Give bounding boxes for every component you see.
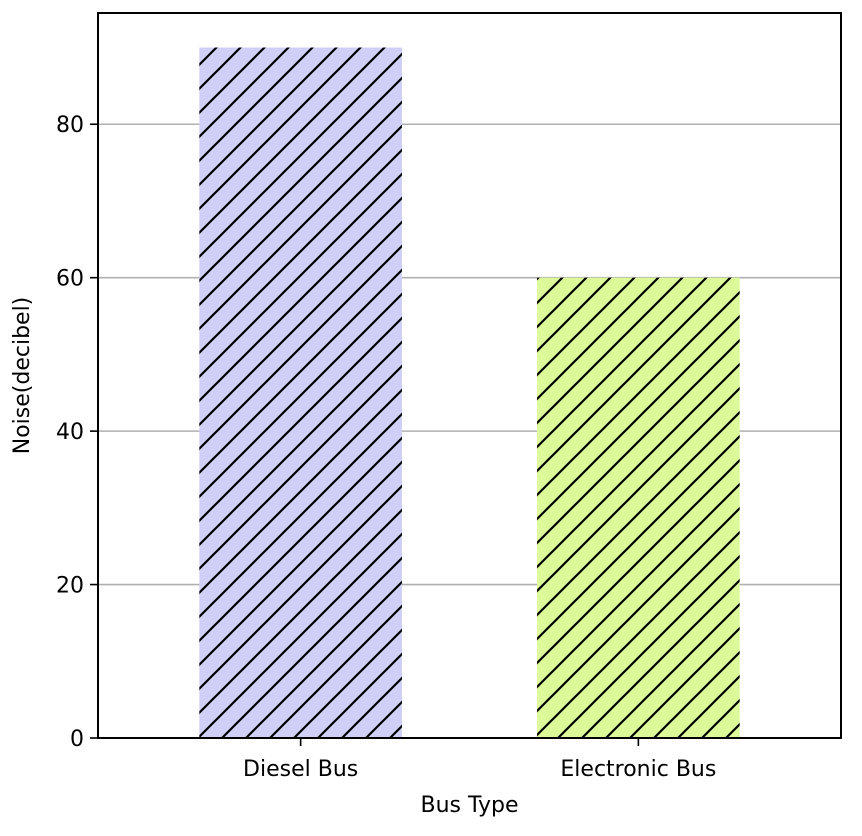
plot-frame — [97, 12, 842, 739]
x-tick-label: Electronic Bus — [560, 757, 716, 782]
y-tick-label: 40 — [56, 420, 84, 445]
bar-hatch — [199, 47, 402, 739]
x-tick-label: Diesel Bus — [243, 757, 358, 782]
axis-ticks: 0 20 40 60 80 Diesel Bus Electronic Bus — [56, 113, 716, 782]
y-tick-label: 80 — [56, 113, 84, 138]
y-tick-label: 20 — [56, 574, 84, 599]
y-axis-label: Noise(decibel) — [10, 297, 35, 455]
y-tick-label: 60 — [56, 267, 84, 292]
bars — [199, 47, 740, 739]
bar-hatch — [537, 277, 740, 738]
y-tick-label: 0 — [70, 727, 84, 752]
x-axis-label: Bus Type — [420, 793, 518, 818]
